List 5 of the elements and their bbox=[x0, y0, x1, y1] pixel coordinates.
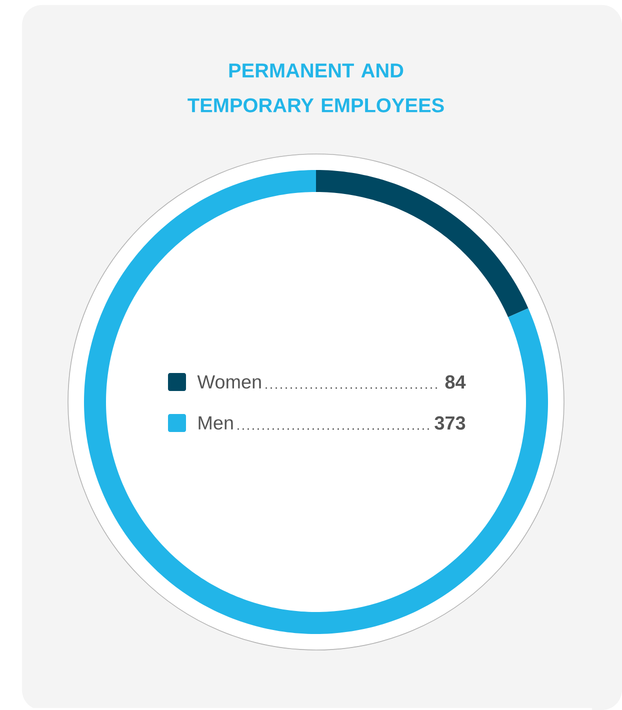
data-label: 84 bbox=[445, 375, 466, 389]
data-label: 373 bbox=[434, 416, 466, 430]
chart-title: PERMANENT AND TEMPORARY EMPLOYEES bbox=[188, 64, 444, 112]
legend-label: Women bbox=[197, 375, 261, 389]
legend-label: Men bbox=[198, 416, 233, 430]
